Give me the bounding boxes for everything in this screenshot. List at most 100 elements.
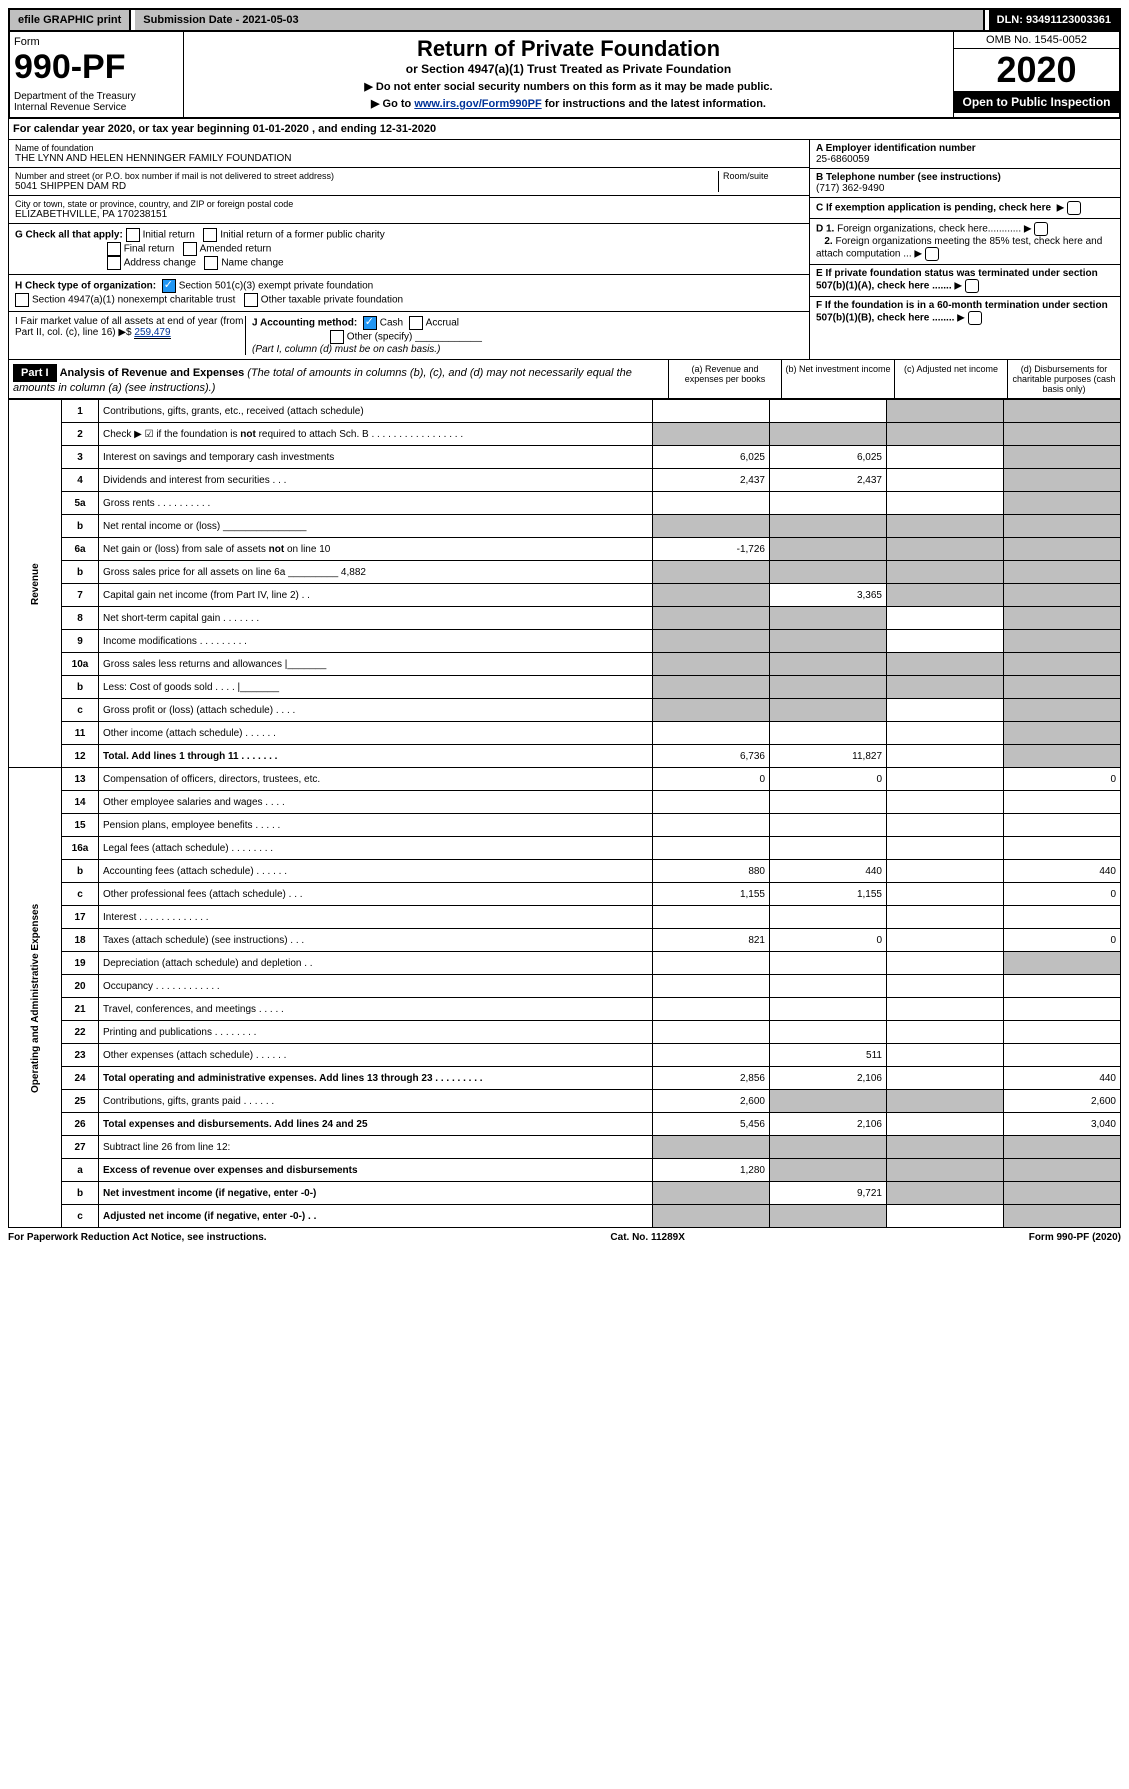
value-cell (1004, 975, 1121, 998)
value-cell (653, 515, 770, 538)
value-cell: 1,155 (653, 883, 770, 906)
value-cell: 0 (1004, 883, 1121, 906)
value-cell: 5,456 (653, 1113, 770, 1136)
line-description: Dividends and interest from securities .… (99, 469, 653, 492)
line-number: b (62, 515, 99, 538)
line-description: Net gain or (loss) from sale of assets n… (99, 538, 653, 561)
value-cell (770, 607, 887, 630)
value-cell (1004, 561, 1121, 584)
table-row: 14Other employee salaries and wages . . … (9, 791, 1121, 814)
line-description: Gross profit or (loss) (attach schedule)… (99, 699, 653, 722)
analysis-table: Revenue1Contributions, gifts, grants, et… (8, 399, 1121, 1228)
value-cell (1004, 745, 1121, 768)
value-cell: 2,856 (653, 1067, 770, 1090)
table-row: 22Printing and publications . . . . . . … (9, 1021, 1121, 1044)
line-description: Other employee salaries and wages . . . … (99, 791, 653, 814)
cb-other-method[interactable] (330, 330, 344, 344)
line-description: Gross sales price for all assets on line… (99, 561, 653, 584)
line-number: b (62, 860, 99, 883)
cb-f[interactable] (968, 311, 982, 325)
value-cell (770, 1136, 887, 1159)
line-number: 18 (62, 929, 99, 952)
line-description: Other income (attach schedule) . . . . .… (99, 722, 653, 745)
value-cell (887, 469, 1004, 492)
value-cell (1004, 492, 1121, 515)
dept-treasury: Department of the Treasury Internal Reve… (14, 91, 179, 113)
value-cell (770, 400, 887, 423)
value-cell (887, 1044, 1004, 1067)
cb-accrual[interactable] (409, 316, 423, 330)
table-row: 7Capital gain net income (from Part IV, … (9, 584, 1121, 607)
value-cell (770, 814, 887, 837)
line-description: Excess of revenue over expenses and disb… (99, 1159, 653, 1182)
cb-501c3[interactable] (162, 279, 176, 293)
value-cell: 0 (770, 929, 887, 952)
line-description: Income modifications . . . . . . . . . (99, 630, 653, 653)
value-cell (1004, 423, 1121, 446)
value-cell: 0 (653, 768, 770, 791)
value-cell (1004, 400, 1121, 423)
cb-other-taxable[interactable] (244, 293, 258, 307)
dln-number: DLN: 93491123003361 (989, 10, 1119, 30)
line-description: Pension plans, employee benefits . . . .… (99, 814, 653, 837)
line-number: 25 (62, 1090, 99, 1113)
value-cell (887, 699, 1004, 722)
line-number: 24 (62, 1067, 99, 1090)
value-cell (887, 561, 1004, 584)
value-cell (887, 768, 1004, 791)
efile-print-button[interactable]: efile GRAPHIC print (10, 10, 131, 30)
value-cell (1004, 1182, 1121, 1205)
line-number: 14 (62, 791, 99, 814)
cb-amended[interactable] (183, 242, 197, 256)
cb-initial-return[interactable] (126, 228, 140, 242)
value-cell (653, 561, 770, 584)
d1-label: Foreign organizations, check here.......… (837, 224, 1021, 235)
value-cell (653, 837, 770, 860)
city-label: City or town, state or province, country… (15, 199, 803, 209)
cb-e[interactable] (965, 279, 979, 293)
value-cell (653, 814, 770, 837)
value-cell (887, 492, 1004, 515)
cb-cash[interactable] (363, 316, 377, 330)
line-description: Net rental income or (loss) ____________… (99, 515, 653, 538)
cb-4947[interactable] (15, 293, 29, 307)
value-cell (1004, 1044, 1121, 1067)
line-description: Net short-term capital gain . . . . . . … (99, 607, 653, 630)
table-row: bGross sales price for all assets on lin… (9, 561, 1121, 584)
cb-initial-former[interactable] (203, 228, 217, 242)
c-label: C If exemption application is pending, c… (816, 203, 1051, 214)
line-number: 23 (62, 1044, 99, 1067)
value-cell (887, 1136, 1004, 1159)
table-row: 15Pension plans, employee benefits . . .… (9, 814, 1121, 837)
value-cell (653, 630, 770, 653)
cb-name-change[interactable] (204, 256, 218, 270)
value-cell (1004, 906, 1121, 929)
table-row: 18Taxes (attach schedule) (see instructi… (9, 929, 1121, 952)
cb-final-return[interactable] (107, 242, 121, 256)
line-description: Travel, conferences, and meetings . . . … (99, 998, 653, 1021)
ein-label: A Employer identification number (816, 143, 1114, 154)
value-cell (770, 561, 887, 584)
table-row: 4Dividends and interest from securities … (9, 469, 1121, 492)
value-cell (653, 423, 770, 446)
cb-exemption-pending[interactable] (1067, 201, 1081, 215)
value-cell (887, 906, 1004, 929)
cb-d1[interactable] (1034, 222, 1048, 236)
ein-value: 25-6860059 (816, 154, 1114, 165)
line-number: b (62, 561, 99, 584)
line-description: Check ▶ ☑ if the foundation is not requi… (99, 423, 653, 446)
page-footer: For Paperwork Reduction Act Notice, see … (8, 1228, 1121, 1247)
cb-address-change[interactable] (107, 256, 121, 270)
table-row: 5aGross rents . . . . . . . . . . (9, 492, 1121, 515)
line-number: 26 (62, 1113, 99, 1136)
value-cell: 1,155 (770, 883, 887, 906)
value-cell: 2,437 (770, 469, 887, 492)
line-description: Subtract line 26 from line 12: (99, 1136, 653, 1159)
line-number: 20 (62, 975, 99, 998)
table-row: 9Income modifications . . . . . . . . . (9, 630, 1121, 653)
form-label: Form (14, 36, 179, 48)
line-number: a (62, 1159, 99, 1182)
irs-link[interactable]: www.irs.gov/Form990PF (414, 98, 541, 110)
cb-d2[interactable] (925, 247, 939, 261)
table-row: bAccounting fees (attach schedule) . . .… (9, 860, 1121, 883)
